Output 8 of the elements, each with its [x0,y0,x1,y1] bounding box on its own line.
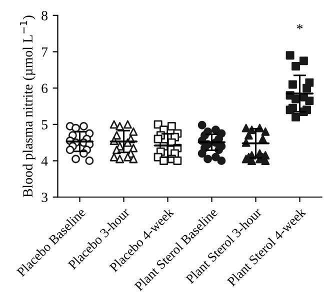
y-axis-title: Blood plasma nitrite (µmol L$^{−1}$) [20,16,36,198]
y-tick-label: 3 [42,192,48,202]
y-tick-label: 5 [42,120,48,130]
y-tick-label: 8 [42,10,48,20]
y-tick-label: 7 [42,47,48,57]
y-tick-label: 4 [41,156,48,166]
y-tick-label: 6 [42,84,48,94]
annotation: * [296,24,303,30]
